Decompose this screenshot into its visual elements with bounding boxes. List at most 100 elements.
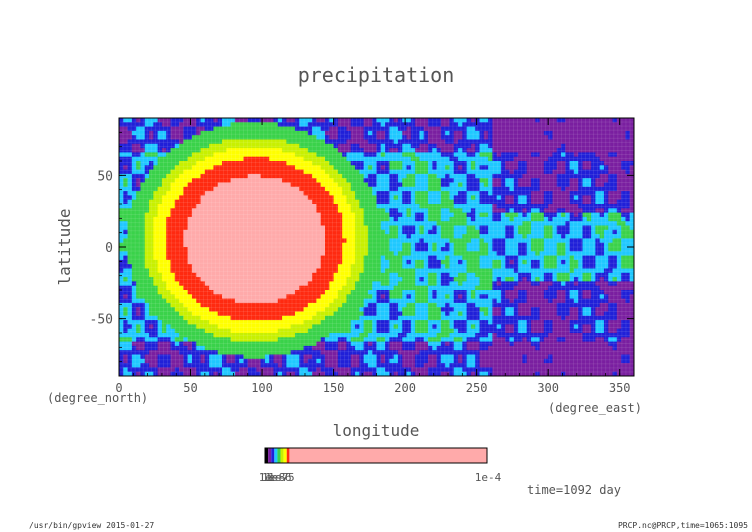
field-cell — [543, 161, 549, 166]
field-cell — [539, 208, 545, 214]
field-cell — [376, 173, 382, 179]
field-cell — [213, 255, 219, 261]
field-cell — [603, 165, 609, 171]
field-cell — [294, 148, 300, 153]
field-cell — [582, 178, 588, 183]
field-cell — [470, 290, 476, 295]
field-cell — [513, 204, 519, 209]
field-cell — [573, 148, 579, 153]
field-cell — [312, 216, 317, 222]
field-cell — [136, 212, 141, 218]
field-cell — [196, 221, 202, 226]
field-cell — [234, 191, 240, 196]
field-cell — [629, 186, 634, 192]
field-cell — [608, 212, 614, 218]
field-cell — [573, 118, 579, 123]
field-cell — [226, 247, 232, 252]
field-cell — [363, 294, 369, 300]
field-cell — [406, 285, 412, 291]
field-cell — [552, 118, 558, 123]
field-cell — [436, 290, 442, 295]
field-cell — [372, 148, 377, 153]
field-cell — [179, 204, 184, 209]
field-cell — [350, 234, 356, 239]
field-cell — [213, 212, 219, 218]
field-cell — [423, 130, 429, 136]
field-cell — [612, 251, 618, 257]
field-cell — [595, 290, 601, 295]
field-cell — [127, 148, 133, 153]
field-cell — [462, 221, 468, 226]
field-cell — [629, 212, 634, 218]
field-cell — [170, 186, 176, 192]
field-cell — [453, 204, 459, 209]
field-cell — [243, 251, 249, 257]
field-cell — [222, 264, 227, 269]
field-cell — [131, 216, 137, 222]
field-cell — [453, 178, 459, 183]
field-cell — [191, 247, 197, 252]
field-cell — [286, 264, 292, 269]
field-cell — [586, 135, 592, 140]
field-cell — [303, 199, 309, 205]
field-cell — [282, 221, 287, 226]
field-cell — [376, 281, 382, 287]
field-cell — [187, 259, 193, 265]
field-cell — [449, 212, 455, 218]
field-cell — [200, 126, 206, 132]
field-cell — [569, 285, 575, 291]
field-cell — [599, 229, 605, 235]
field-cell — [428, 221, 433, 226]
field-cell — [230, 135, 236, 140]
field-cell — [397, 234, 403, 239]
field-cell — [548, 148, 553, 153]
field-cell — [376, 255, 382, 261]
field-cell — [539, 285, 545, 291]
field-cell — [440, 195, 446, 201]
field-cell — [612, 212, 618, 218]
field-cell — [222, 221, 227, 226]
field-cell — [256, 229, 262, 235]
field-cell — [290, 195, 296, 201]
field-cell — [531, 281, 536, 287]
field-cell — [518, 122, 523, 128]
field-cell — [153, 212, 159, 218]
field-cell — [578, 126, 583, 132]
field-cell — [183, 268, 189, 274]
field-cell — [200, 251, 206, 257]
field-cell — [466, 272, 472, 278]
field-cell — [256, 173, 262, 179]
field-cell — [483, 186, 489, 192]
field-cell — [213, 216, 219, 222]
field-cell — [500, 272, 506, 278]
field-cell — [573, 208, 579, 214]
field-cell — [273, 126, 279, 132]
field-cell — [196, 281, 202, 287]
field-cell — [119, 247, 124, 252]
field-cell — [380, 143, 386, 149]
field-cell — [119, 234, 124, 239]
field-cell — [174, 135, 180, 140]
field-cell — [582, 152, 588, 158]
field-cell — [222, 294, 227, 300]
field-cell — [217, 178, 223, 183]
field-cell — [479, 212, 485, 218]
field-cell — [325, 152, 330, 158]
field-cell — [603, 126, 609, 132]
field-cell — [410, 130, 416, 136]
field-cell — [320, 216, 326, 222]
field-cell — [432, 135, 438, 140]
field-cell — [483, 165, 489, 171]
field-cell — [522, 156, 528, 162]
field-cell — [488, 221, 493, 226]
field-cell — [170, 294, 176, 300]
field-cell — [376, 126, 382, 132]
field-cell — [479, 186, 485, 192]
field-cell — [449, 161, 455, 166]
field-cell — [174, 122, 180, 128]
field-cell — [586, 139, 592, 145]
field-cell — [350, 247, 356, 252]
field-cell — [282, 204, 287, 209]
field-cell — [247, 234, 253, 239]
field-cell — [191, 208, 197, 214]
